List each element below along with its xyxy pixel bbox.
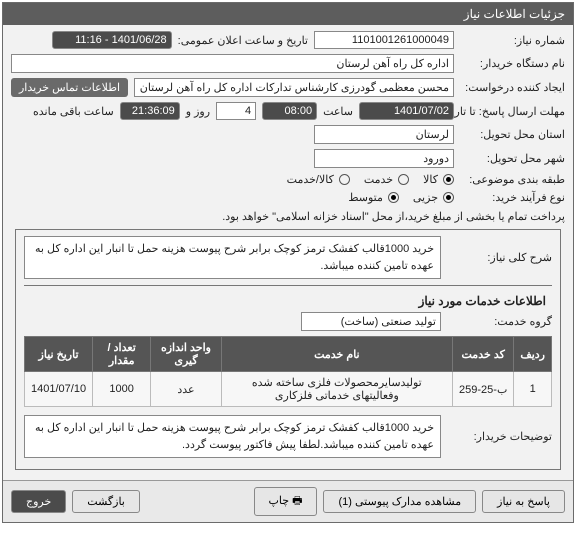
divider (24, 285, 552, 286)
deadline-days-field: 4 (216, 102, 256, 120)
radio-dot-icon (398, 174, 409, 185)
view-attachments-button[interactable]: مشاهده مدارک پیوستی (1) (323, 490, 476, 513)
th-code: کد خدمت (453, 337, 514, 372)
inner-box: شرح کلی نیاز: خرید 1000قالب کفشک ترمز کو… (15, 229, 561, 470)
td-qty: 1000 (93, 372, 151, 407)
row-creator: ایجاد کننده درخواست: محسن معظمی گودرزی ک… (11, 78, 565, 97)
deadline-date-field: 1401/07/02 (359, 102, 454, 120)
need-desc-label: شرح کلی نیاز: (447, 251, 552, 264)
need-no-label: شماره نیاز: (460, 34, 565, 47)
process-radio-group: جزیی متوسط (348, 191, 454, 204)
footer-bar: پاسخ به نیاز مشاهده مدارک پیوستی (1) چاپ… (3, 480, 573, 522)
td-row: 1 (514, 372, 552, 407)
exit-button[interactable]: خروج (11, 490, 66, 513)
need-no-field: 1101001261000049 (314, 31, 454, 49)
public-announce-label: تاریخ و ساعت اعلان عمومی: (178, 34, 308, 47)
deadline-label: مهلت ارسال پاسخ: تا تاریخ: (460, 105, 565, 118)
city-label: شهر محل تحویل: (460, 152, 565, 165)
services-header: اطلاعات خدمات مورد نیاز (24, 290, 552, 312)
back-button[interactable]: بازگشت (72, 490, 140, 513)
buyer-notes-label: توضیحات خریدار: (447, 430, 552, 443)
radio-both-label: کالا/خدمت (287, 173, 334, 186)
row-need-desc: شرح کلی نیاز: خرید 1000قالب کفشک ترمز کو… (24, 236, 552, 279)
print-button[interactable]: چاپ (254, 487, 318, 516)
th-row: ردیف (514, 337, 552, 372)
province-label: استان محل تحویل: (460, 128, 565, 141)
process-note: پرداخت تمام یا بخشی از مبلغ خرید،از محل … (11, 210, 565, 223)
city-field: دورود (314, 149, 454, 168)
countdown-field: 21:36:09 (120, 102, 180, 120)
hour-label-1: ساعت (323, 105, 353, 118)
creator-label: ایجاد کننده درخواست: (460, 81, 565, 94)
buyer-notes-box: خرید 1000قالب کفشک ترمز کوچک برابر شرح پ… (24, 415, 441, 458)
radio-partial-label: جزیی (413, 191, 438, 204)
th-name: نام خدمت (221, 337, 452, 372)
radio-goods-label: کالا (423, 173, 438, 186)
row-process-type: نوع فرآیند خرید: جزیی متوسط پرداخت تمام … (11, 191, 565, 223)
buyer-field: اداره کل راه آهن لرستان (11, 54, 454, 73)
remain-text: ساعت باقی مانده (33, 105, 114, 118)
radio-dot-icon (388, 192, 399, 203)
day-word: روز و (186, 105, 210, 118)
row-subject-type: طبقه بندی موضوعی: کالا خدمت کالا/خدمت (11, 173, 565, 186)
services-table: ردیف کد خدمت نام خدمت واحد اندازه گیری ت… (24, 336, 552, 407)
th-date: تاریخ نیاز (25, 337, 93, 372)
radio-both[interactable]: کالا/خدمت (287, 173, 350, 186)
row-buyer-notes: توضیحات خریدار: خرید 1000قالب کفشک ترمز … (24, 415, 552, 458)
details-panel: جزئیات اطلاعات نیاز شماره نیاز: 11010012… (2, 2, 574, 523)
table-row: 1 ب-25-259 تولیدسایرمحصولات فلزی ساخته ش… (25, 372, 552, 407)
need-desc-box: خرید 1000قالب کفشک ترمز کوچک برابر شرح پ… (24, 236, 441, 279)
contact-buyer-button[interactable]: اطلاعات تماس خریدار (11, 78, 128, 97)
td-code: ب-25-259 (453, 372, 514, 407)
row-buyer: نام دستگاه خریدار: اداره کل راه آهن لرست… (11, 54, 565, 73)
row-service-group: گروه خدمت: تولید صنعتی (ساخت) (24, 312, 552, 331)
radio-medium-label: متوسط (348, 191, 383, 204)
th-unit: واحد اندازه گیری (151, 337, 221, 372)
process-type-label: نوع فرآیند خرید: (460, 191, 565, 204)
radio-service[interactable]: خدمت (364, 173, 409, 186)
public-announce-field: 1401/06/28 - 11:16 (52, 31, 172, 49)
radio-partial[interactable]: جزیی (413, 191, 454, 204)
table-header-row: ردیف کد خدمت نام خدمت واحد اندازه گیری ت… (25, 337, 552, 372)
radio-dot-icon (443, 192, 454, 203)
answer-need-button[interactable]: پاسخ به نیاز (482, 490, 565, 513)
td-date: 1401/07/10 (25, 372, 93, 407)
panel-title: جزئیات اطلاعات نیاز (3, 3, 573, 25)
th-qty: تعداد / مقدار (93, 337, 151, 372)
row-city: شهر محل تحویل: دورود (11, 149, 565, 168)
form-area: شماره نیاز: 1101001261000049 تاریخ و ساع… (3, 25, 573, 480)
td-name: تولیدسایرمحصولات فلزی ساخته شده وفعالیته… (221, 372, 452, 407)
row-deadline: مهلت ارسال پاسخ: تا تاریخ: 1401/07/02 سا… (11, 102, 565, 120)
radio-dot-icon (443, 174, 454, 185)
radio-dot-icon (339, 174, 350, 185)
radio-goods[interactable]: کالا (423, 173, 454, 186)
subject-radio-group: کالا خدمت کالا/خدمت (287, 173, 454, 186)
radio-medium[interactable]: متوسط (348, 191, 399, 204)
service-group-field: تولید صنعتی (ساخت) (301, 312, 441, 331)
row-province: استان محل تحویل: لرستان (11, 125, 565, 144)
buyer-label: نام دستگاه خریدار: (460, 57, 565, 70)
deadline-hour-field: 08:00 (262, 102, 317, 120)
service-group-label: گروه خدمت: (447, 315, 552, 328)
creator-field: محسن معظمی گودرزی کارشناس تدارکات اداره … (134, 78, 454, 97)
province-field: لرستان (314, 125, 454, 144)
row-need-no: شماره نیاز: 1101001261000049 تاریخ و ساع… (11, 31, 565, 49)
td-unit: عدد (151, 372, 221, 407)
subject-type-label: طبقه بندی موضوعی: (460, 173, 565, 186)
radio-service-label: خدمت (364, 173, 393, 186)
